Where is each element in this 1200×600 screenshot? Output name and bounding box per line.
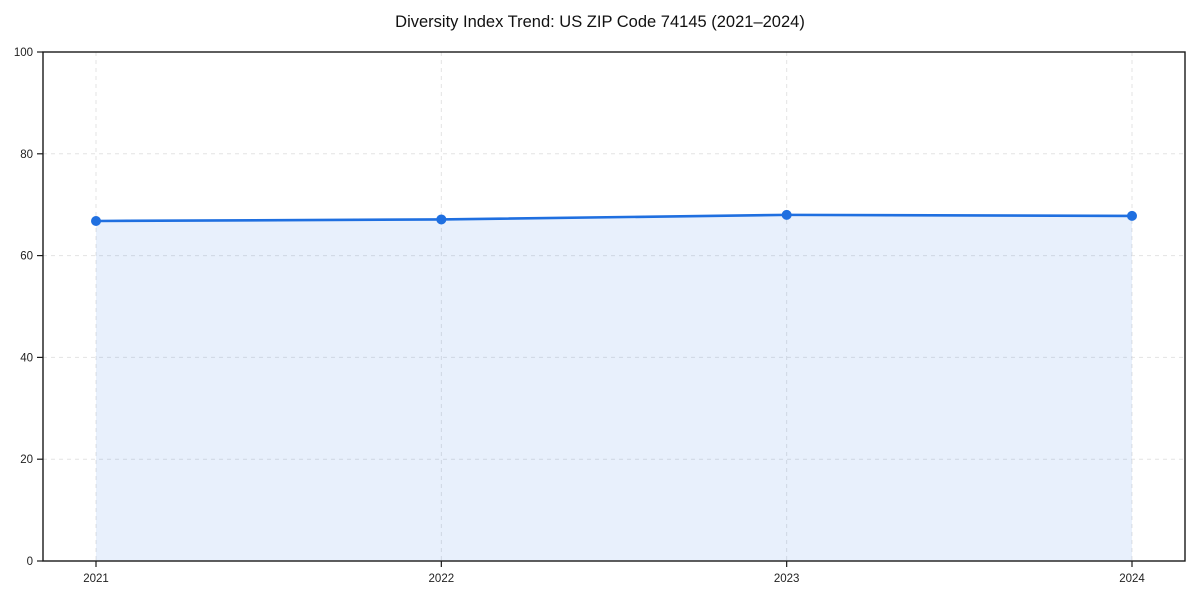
data-point-2022 xyxy=(436,214,447,225)
y-tick-label-100: 100 xyxy=(14,47,33,59)
data-point-2023 xyxy=(781,209,792,220)
y-tick-label-0: 0 xyxy=(27,556,33,568)
axis-spines xyxy=(42,51,1186,562)
x-tick-label-2023: 2023 xyxy=(774,573,800,585)
chart-title: Diversity Index Trend: US ZIP Code 74145… xyxy=(395,13,805,31)
trend-line xyxy=(94,213,1134,223)
y-tick-label-80: 80 xyxy=(20,149,33,161)
x-tick-label-2022: 2022 xyxy=(429,573,455,585)
y-tick-label-20: 20 xyxy=(20,454,33,466)
y-tick-label-40: 40 xyxy=(20,352,33,364)
x-tick-label-2021: 2021 xyxy=(83,573,109,585)
area-fill xyxy=(96,214,1132,561)
y-tick-label-60: 60 xyxy=(20,251,33,263)
data-point-2024 xyxy=(1127,210,1137,221)
data-point-2021 xyxy=(91,215,101,226)
x-tick-label-2024: 2024 xyxy=(1119,573,1145,585)
